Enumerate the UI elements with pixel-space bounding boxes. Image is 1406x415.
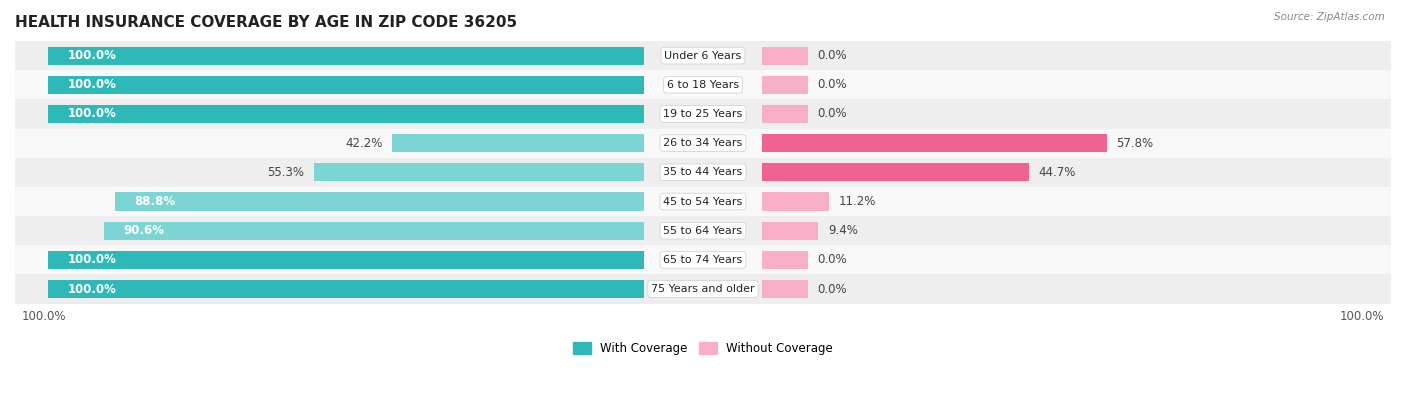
Text: 55.3%: 55.3% [267, 166, 305, 179]
Text: 88.8%: 88.8% [134, 195, 176, 208]
Bar [15, 245, 1391, 274]
Bar [15, 41, 1391, 70]
Bar [762, 193, 828, 210]
Text: Under 6 Years: Under 6 Years [665, 51, 741, 61]
Text: 9.4%: 9.4% [828, 224, 858, 237]
Text: 44.7%: 44.7% [1039, 166, 1076, 179]
Text: 6 to 18 Years: 6 to 18 Years [666, 80, 740, 90]
Text: 100.0%: 100.0% [67, 107, 117, 120]
Bar [15, 274, 1391, 304]
Bar [762, 105, 808, 123]
Bar [15, 158, 1391, 187]
Bar [15, 129, 1391, 158]
Bar [315, 163, 644, 181]
Bar [15, 70, 1391, 99]
Text: 57.8%: 57.8% [1116, 137, 1153, 150]
Bar [48, 46, 644, 65]
Text: 11.2%: 11.2% [838, 195, 876, 208]
Text: Source: ZipAtlas.com: Source: ZipAtlas.com [1274, 12, 1385, 22]
Bar [48, 251, 644, 269]
Text: 75 Years and older: 75 Years and older [651, 284, 755, 294]
Text: 100.0%: 100.0% [67, 78, 117, 91]
Text: 0.0%: 0.0% [818, 107, 848, 120]
Text: 42.2%: 42.2% [346, 137, 382, 150]
Bar [762, 163, 1029, 181]
Bar [15, 187, 1391, 216]
Text: 55 to 64 Years: 55 to 64 Years [664, 226, 742, 236]
Bar [762, 280, 808, 298]
Text: 0.0%: 0.0% [818, 49, 848, 62]
Text: 100.0%: 100.0% [67, 283, 117, 295]
Text: 0.0%: 0.0% [818, 283, 848, 295]
Bar [48, 105, 644, 123]
Text: HEALTH INSURANCE COVERAGE BY AGE IN ZIP CODE 36205: HEALTH INSURANCE COVERAGE BY AGE IN ZIP … [15, 15, 517, 30]
Bar [762, 222, 818, 240]
Bar [392, 134, 644, 152]
Text: 26 to 34 Years: 26 to 34 Years [664, 138, 742, 148]
Text: 100.0%: 100.0% [21, 310, 66, 323]
Text: 19 to 25 Years: 19 to 25 Years [664, 109, 742, 119]
Text: 90.6%: 90.6% [124, 224, 165, 237]
Bar [762, 46, 808, 65]
Text: 45 to 54 Years: 45 to 54 Years [664, 197, 742, 207]
Text: 100.0%: 100.0% [67, 49, 117, 62]
Text: 65 to 74 Years: 65 to 74 Years [664, 255, 742, 265]
Bar [15, 99, 1391, 129]
Text: 0.0%: 0.0% [818, 78, 848, 91]
Bar [48, 280, 644, 298]
Bar [48, 76, 644, 94]
Text: 0.0%: 0.0% [818, 254, 848, 266]
Bar [15, 216, 1391, 245]
Bar [762, 251, 808, 269]
Text: 100.0%: 100.0% [1340, 310, 1385, 323]
Text: 100.0%: 100.0% [67, 254, 117, 266]
Bar [762, 76, 808, 94]
Bar [114, 193, 644, 210]
Text: 35 to 44 Years: 35 to 44 Years [664, 167, 742, 177]
Bar [762, 134, 1107, 152]
Legend: With Coverage, Without Coverage: With Coverage, Without Coverage [568, 337, 838, 360]
Bar [104, 222, 644, 240]
